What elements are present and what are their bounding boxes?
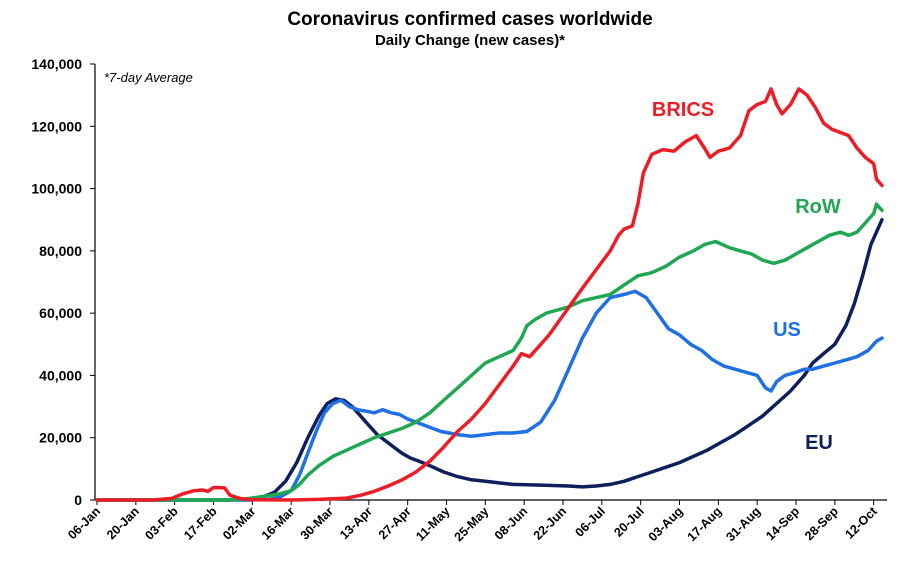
y-tick-label: 40,000 xyxy=(39,367,82,383)
series-label-us: US xyxy=(773,319,801,341)
y-tick-label: 140,000 xyxy=(31,56,82,72)
series-label-row: RoW xyxy=(795,196,841,218)
y-tick-label: 120,000 xyxy=(31,118,82,134)
x-tick-label: 17-Feb xyxy=(181,504,220,543)
x-tick-label: 22-Jun xyxy=(531,504,569,542)
x-tick-label: 03-Aug xyxy=(646,504,686,544)
x-tick-label: 12-Oct xyxy=(842,504,880,542)
x-tick-label: 06-Jul xyxy=(573,504,608,539)
series-line-us xyxy=(95,289,884,502)
x-tick-label: 16-Mar xyxy=(259,504,297,542)
x-tick-label: 27-Apr xyxy=(376,504,414,542)
y-tick-label: 80,000 xyxy=(39,243,82,259)
y-tick-label: 20,000 xyxy=(39,430,82,446)
x-tick-label: 13-Apr xyxy=(337,504,375,542)
series-line-eu xyxy=(95,217,884,502)
x-tick-label: 31-Aug xyxy=(723,504,763,544)
series-line-brics xyxy=(95,87,884,502)
x-tick-label: 30-Mar xyxy=(298,504,336,542)
x-tick-label: 02-Mar xyxy=(220,504,258,542)
x-tick-label: 14-Sep xyxy=(763,504,802,543)
chart-note: *7-day Average xyxy=(104,70,193,85)
x-tick-label: 08-Jun xyxy=(492,504,530,542)
y-tick-label: 100,000 xyxy=(31,181,82,197)
series-labels: BRICS RoW US EU xyxy=(652,99,841,454)
x-tick-label: 28-Sep xyxy=(802,504,841,543)
chart-subtitle: Daily Change (new cases)* xyxy=(375,32,565,49)
x-tick-label: 20-Jan xyxy=(104,504,142,542)
series-label-eu: EU xyxy=(805,432,833,454)
x-tick-label: 11-May xyxy=(413,504,452,543)
series-lines xyxy=(95,87,884,502)
x-tick-label: 17-Aug xyxy=(685,504,725,544)
x-axis: 06-Jan 20-Jan 03-Feb 17-Feb 02-Mar 16-Mar 30-M… xyxy=(65,499,887,544)
x-tick-label: 03-Feb xyxy=(142,504,181,543)
series-line-row xyxy=(95,202,884,502)
x-tick-label: 20-Jul xyxy=(611,504,646,539)
chart-title: Coronavirus confirmed cases worldwide xyxy=(287,9,652,30)
series-label-brics: BRICS xyxy=(652,99,714,121)
x-tick-label: 25-May xyxy=(452,504,492,544)
y-tick-label: 0 xyxy=(74,492,82,508)
x-tick-label: 06-Jan xyxy=(65,504,103,542)
y-axis: 0 20,000 40,000 60,000 80,000 100,000 120,000 1… xyxy=(31,56,96,508)
y-tick-label: 60,000 xyxy=(39,305,82,321)
